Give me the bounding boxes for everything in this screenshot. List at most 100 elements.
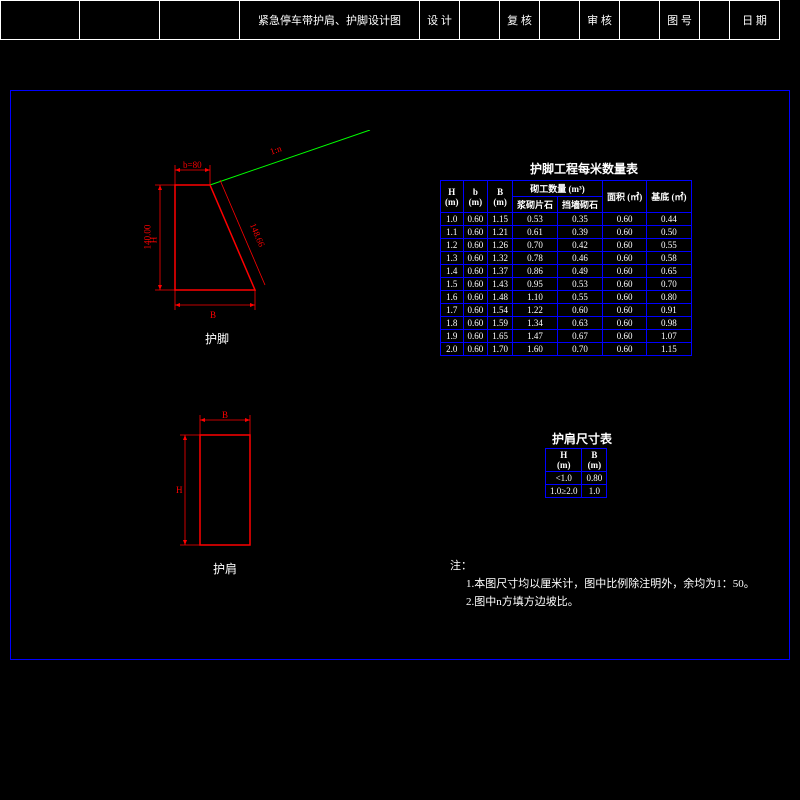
table-cell: 1.15 xyxy=(647,343,691,356)
table-cell: 0.60 xyxy=(603,252,647,265)
table-cell: 0.53 xyxy=(513,213,558,226)
label-drawing1: 护脚 xyxy=(205,330,229,347)
note-2: 2.图中n方填方边坡比。 xyxy=(450,593,755,609)
table-cell: 1.65 xyxy=(488,330,513,343)
table-row: 2.00.601.701.600.700.601.15 xyxy=(441,343,692,356)
table-cell: 0.70 xyxy=(647,278,691,291)
table-cell: 0.60 xyxy=(603,330,647,343)
table-cell: 0.60 xyxy=(463,291,488,304)
table-toe-quantities: H(m) b(m) B(m) 砌工数量 (m³) 面积 (㎡) 基底 (㎡) 浆… xyxy=(440,180,692,356)
table-cell: 0.60 xyxy=(463,213,488,226)
t2-uh: (m) xyxy=(557,460,571,470)
table-row: 1.10.601.210.610.390.600.50 xyxy=(441,226,692,239)
table1-title: 护脚工程每米数量表 xyxy=(530,160,638,177)
table-cell: 0.95 xyxy=(513,278,558,291)
table-cell: 0.58 xyxy=(647,252,691,265)
table-cell: 1.3 xyxy=(441,252,464,265)
table-cell: 0.55 xyxy=(647,239,691,252)
th-qty: 砌工数量 (m³) xyxy=(513,181,603,197)
table-cell: 0.39 xyxy=(558,226,603,239)
notes-block: 注： 1.本图尺寸均以厘米计，图中比例除注明外，余均为1：50。 2.图中n方填… xyxy=(450,555,755,611)
table-cell: 2.0 xyxy=(441,343,464,356)
table-cell: 1.43 xyxy=(488,278,513,291)
table-cell: 1.8 xyxy=(441,317,464,330)
th-sub1: 浆砌片石 xyxy=(513,197,558,213)
table-cell: 0.60 xyxy=(603,317,647,330)
table-cell: 1.70 xyxy=(488,343,513,356)
table-cell: 1.5 xyxy=(441,278,464,291)
table-cell: 1.10 xyxy=(513,291,558,304)
table-cell: 0.50 xyxy=(647,226,691,239)
table-cell: 0.60 xyxy=(603,343,647,356)
th-uh: (m) xyxy=(445,197,459,207)
th-sub2: 挡墙砌石 xyxy=(558,197,603,213)
t2-ub: (m) xyxy=(588,460,602,470)
th-ub: (m) xyxy=(469,197,483,207)
table-row: 1.60.601.481.100.550.600.80 xyxy=(441,291,692,304)
table-cell: 0.80 xyxy=(647,291,691,304)
table-cell: 1.60 xyxy=(513,343,558,356)
table-row: <1.00.80 xyxy=(546,472,607,485)
dim2-top: B xyxy=(222,410,228,420)
t2-b: B xyxy=(591,450,597,460)
table-cell: 0.60 xyxy=(463,239,488,252)
tb-blank1 xyxy=(0,0,80,40)
table-cell: 1.21 xyxy=(488,226,513,239)
table-cell: 0.35 xyxy=(558,213,603,226)
table-cell: 0.67 xyxy=(558,330,603,343)
table-row: 1.70.601.541.220.600.600.91 xyxy=(441,304,692,317)
table-cell: 1.4 xyxy=(441,265,464,278)
table-cell: 1.0 xyxy=(441,213,464,226)
table-cell: 0.60 xyxy=(603,265,647,278)
tb-main: 紧急停车带护肩、护脚设计图 xyxy=(240,0,420,40)
note-1: 1.本图尺寸均以厘米计，图中比例除注明外，余均为1：50。 xyxy=(450,575,755,591)
table-cell: 1.26 xyxy=(488,239,513,252)
dim2-left: H xyxy=(176,485,183,495)
tb-v3 xyxy=(620,0,660,40)
table-shoulder-dims: H(m) B(m) <1.00.801.0≥2.01.0 xyxy=(545,448,607,498)
table-cell: 0.70 xyxy=(513,239,558,252)
table-row: 1.20.601.260.700.420.600.55 xyxy=(441,239,692,252)
table-cell: 1.59 xyxy=(488,317,513,330)
tb-blank3 xyxy=(160,0,240,40)
th-bb: B xyxy=(497,187,503,197)
table-cell: 1.1 xyxy=(441,226,464,239)
table-cell: 1.6 xyxy=(441,291,464,304)
table-cell: 0.63 xyxy=(558,317,603,330)
table-cell: 1.54 xyxy=(488,304,513,317)
table-cell: 0.60 xyxy=(463,278,488,291)
th-ubb: (m) xyxy=(493,197,507,207)
table-cell: 1.37 xyxy=(488,265,513,278)
table-cell: 0.60 xyxy=(603,304,647,317)
table-cell: 0.60 xyxy=(603,239,647,252)
table-cell: 0.60 xyxy=(463,330,488,343)
table-row: 1.80.601.591.340.630.600.98 xyxy=(441,317,692,330)
table-cell: 0.60 xyxy=(603,278,647,291)
table-row: 1.40.601.370.860.490.600.65 xyxy=(441,265,692,278)
table-cell: 1.07 xyxy=(647,330,691,343)
table-cell: 1.15 xyxy=(488,213,513,226)
table-cell: 1.34 xyxy=(513,317,558,330)
table-cell: 0.44 xyxy=(647,213,691,226)
tb-c5: 日 期 xyxy=(730,0,779,40)
dim-bottom-b: B xyxy=(210,310,216,320)
table-cell: 1.22 xyxy=(513,304,558,317)
table-cell: 0.53 xyxy=(558,278,603,291)
tb-v1 xyxy=(460,0,500,40)
dim-top-b: b=80 xyxy=(183,160,202,170)
table-cell: 1.2 xyxy=(441,239,464,252)
tb-c4: 图 号 xyxy=(660,0,700,40)
th-base: 基底 (㎡) xyxy=(647,181,691,213)
tb-c2: 复 核 xyxy=(500,0,540,40)
notes-head: 注： xyxy=(450,557,755,573)
table-cell: 0.42 xyxy=(558,239,603,252)
table-cell: 0.91 xyxy=(647,304,691,317)
tb-v2 xyxy=(540,0,580,40)
tb-blank2 xyxy=(80,0,160,40)
tb-v4 xyxy=(700,0,730,40)
table-cell: 0.60 xyxy=(603,226,647,239)
tb-c3: 审 核 xyxy=(580,0,620,40)
table-cell: 1.0≥2.0 xyxy=(546,485,582,498)
table-cell: 0.55 xyxy=(558,291,603,304)
label-drawing2: 护肩 xyxy=(213,560,237,577)
